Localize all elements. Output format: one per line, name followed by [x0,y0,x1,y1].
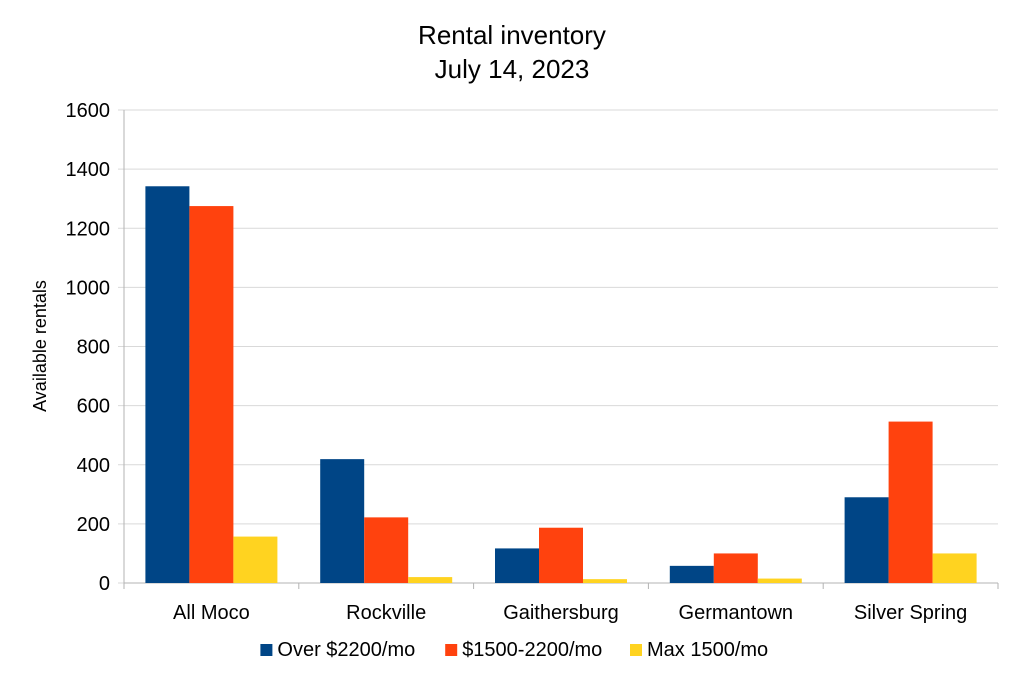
bar [495,548,539,583]
y-axis-ticks: 0 200 400 600 800 1000 1200 1400 1600 [66,100,111,595]
y-tick-label: 600 [77,396,110,418]
y-tick-label: 400 [77,455,110,477]
x-tick-label: Germantown [679,602,794,624]
y-tick-label: 1000 [66,277,111,299]
chart-subtitle: July 14, 2023 [435,54,590,84]
y-axis-label: Available rentals [30,280,50,412]
x-tick-label: Rockville [346,602,426,624]
bar [713,553,758,583]
bar [669,565,714,583]
bar [233,536,278,583]
x-tick-label: Silver Spring [854,602,967,624]
chart-title: Rental inventory [418,20,606,50]
bar [320,459,365,583]
x-axis-ticks: All Moco Rockville Gaithersburg Germantown S… [123,583,999,624]
y-tick-label: 1200 [66,218,111,240]
bar [189,206,234,583]
legend-swatch [630,644,642,656]
bar [408,577,453,583]
x-tick-label: All Moco [173,602,250,624]
y-tick-label: 1600 [66,100,111,122]
bar [757,578,802,583]
y-tick-label: 800 [77,337,110,359]
y-tick-label: 1400 [66,159,111,181]
legend-label: Max 1500/mo [647,639,768,661]
bars [145,186,977,584]
bar [539,527,583,583]
bar [145,186,190,584]
bar [844,497,889,583]
legend-swatch [445,644,458,656]
legend-swatch [260,644,273,656]
y-tick-label: 200 [77,514,110,536]
bar [583,579,627,583]
x-tick-label: Gaithersburg [503,602,619,624]
legend: Over $2200/mo $1500-2200/mo Max 1500/mo [260,639,768,661]
y-tick-label: 0 [99,573,110,595]
legend-label: $1500-2200/mo [462,639,602,661]
bar [364,517,409,583]
bar [888,421,933,583]
bar [932,553,977,583]
legend-label: Over $2200/mo [277,639,415,661]
